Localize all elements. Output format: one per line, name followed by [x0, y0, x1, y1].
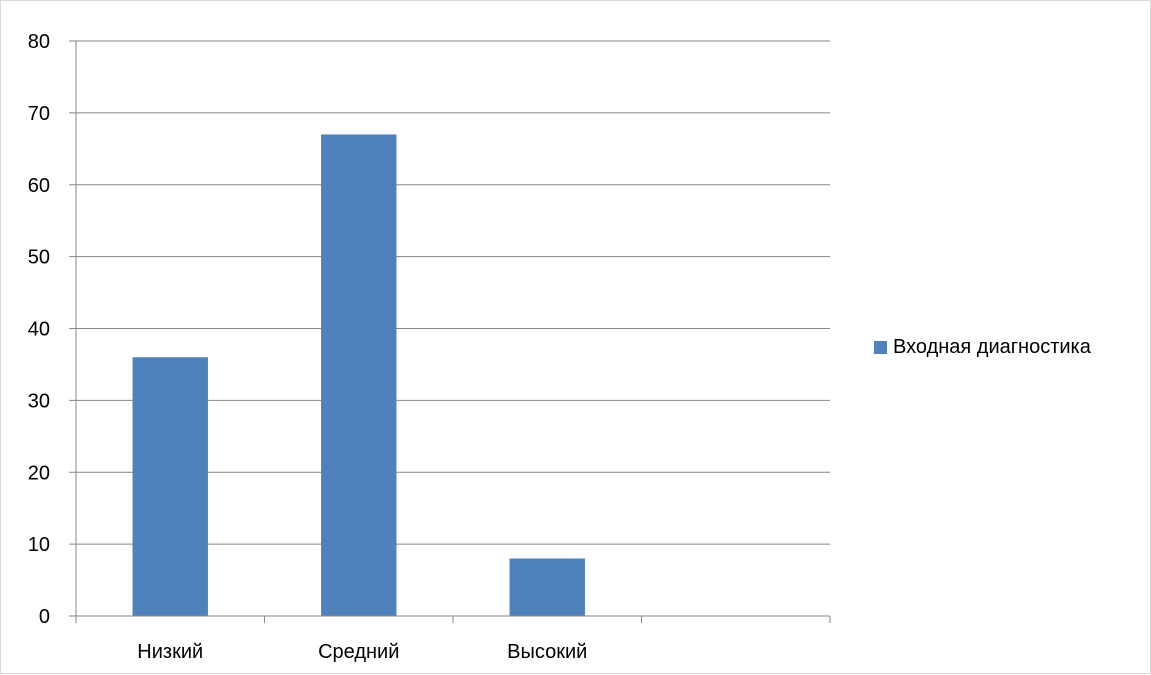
x-tick-label: Низкий	[137, 641, 203, 663]
y-tick-label: 80	[28, 31, 50, 53]
y-tick-label: 40	[28, 319, 50, 341]
x-tick-label: Средний	[318, 641, 399, 663]
legend: Входная диагностика	[874, 336, 1091, 359]
legend-swatch	[874, 341, 887, 354]
y-tick-label: 50	[28, 247, 50, 269]
axes	[69, 40, 831, 623]
y-tick-label: 60	[28, 175, 50, 197]
tick-labels: 0 10 20 30 40 50 60 70 80 Низкий Средний Высокий	[28, 31, 588, 663]
y-tick-label: 10	[28, 534, 50, 556]
x-tick-label: Высокий	[507, 641, 587, 663]
bar	[321, 134, 397, 616]
bar	[509, 558, 585, 616]
y-tick-label: 30	[28, 390, 50, 412]
y-tick-label: 0	[39, 606, 50, 628]
bar	[132, 357, 208, 616]
y-tick-label: 20	[28, 462, 50, 484]
bars	[132, 134, 585, 616]
legend-label: Входная диагностика	[893, 336, 1091, 358]
y-tick-label: 70	[28, 103, 50, 125]
